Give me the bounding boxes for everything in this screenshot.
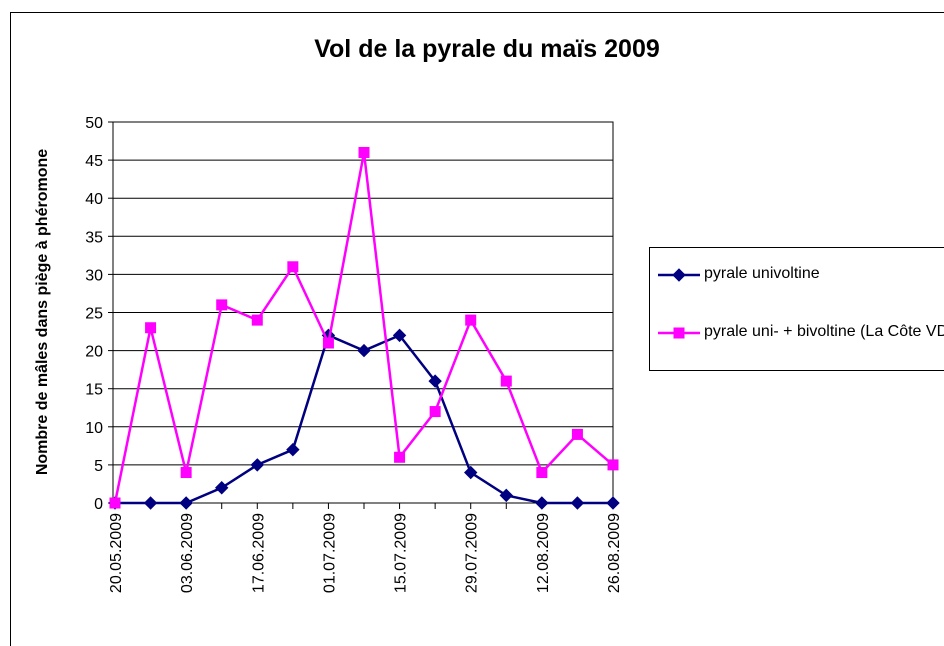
- data-point: [392, 328, 407, 343]
- x-tick-label: 29.07.2009: [464, 513, 481, 593]
- y-tick-label: 15: [85, 382, 103, 399]
- data-point: [535, 496, 549, 510]
- y-tick-label: 5: [94, 458, 103, 475]
- y-tick-label: 35: [85, 229, 103, 246]
- y-tick-label: 10: [85, 420, 103, 437]
- data-point: [429, 406, 441, 418]
- y-tick-label: 40: [85, 191, 103, 208]
- data-point: [286, 442, 300, 457]
- data-point: [358, 146, 370, 158]
- x-tick-label: 17.06.2009: [250, 513, 267, 593]
- data-point: [251, 314, 263, 326]
- data-point: [428, 374, 442, 388]
- x-tick-label: 20.05.2009: [108, 513, 125, 593]
- data-point: [180, 467, 192, 479]
- legend-label: pyrale univoltine: [704, 265, 820, 282]
- data-point: [570, 496, 585, 510]
- data-point: [606, 496, 620, 510]
- y-tick-label: 25: [85, 306, 103, 323]
- data-point: [215, 481, 229, 495]
- data-point: [607, 459, 619, 471]
- y-tick-label: 30: [85, 267, 103, 284]
- data-point: [109, 497, 121, 509]
- data-point: [464, 465, 478, 480]
- legend-marker: [672, 268, 686, 282]
- data-point: [500, 375, 512, 387]
- x-tick-label: 01.07.2009: [321, 513, 338, 593]
- legend-entry: pyrale univoltine: [704, 265, 820, 282]
- legend-marker: [673, 327, 685, 339]
- legend-entry: pyrale uni- + bivoltine (La Côte VD): [704, 323, 944, 340]
- y-axis-label: Nombre de mâles dans piège à phéromone: [34, 149, 51, 475]
- data-point: [536, 467, 548, 479]
- data-point: [571, 428, 583, 440]
- data-point: [145, 322, 157, 334]
- data-point: [499, 488, 513, 503]
- data-point: [394, 451, 406, 463]
- legend-label: pyrale uni- + bivoltine (La Côte VD): [704, 323, 944, 340]
- data-point: [287, 261, 299, 273]
- data-point: [179, 496, 193, 510]
- data-point: [322, 337, 334, 349]
- y-tick-label: 50: [85, 115, 103, 132]
- x-tick-label: 12.08.2009: [535, 513, 552, 593]
- data-point: [216, 299, 228, 311]
- y-tick-label: 0: [94, 496, 103, 513]
- chart-title: Vol de la pyrale du maïs 2009: [314, 35, 660, 63]
- x-tick-label: 15.07.2009: [393, 513, 410, 593]
- data-point: [357, 343, 371, 358]
- legend-box: [649, 247, 944, 371]
- plot-border: [112, 121, 614, 504]
- data-point: [465, 314, 477, 326]
- data-point: [250, 458, 264, 472]
- data-point: [143, 496, 158, 510]
- x-tick-label: 26.08.2009: [606, 513, 623, 593]
- x-tick-label: 03.06.2009: [179, 513, 196, 593]
- y-tick-label: 45: [85, 153, 103, 170]
- y-tick-label: 20: [85, 344, 103, 361]
